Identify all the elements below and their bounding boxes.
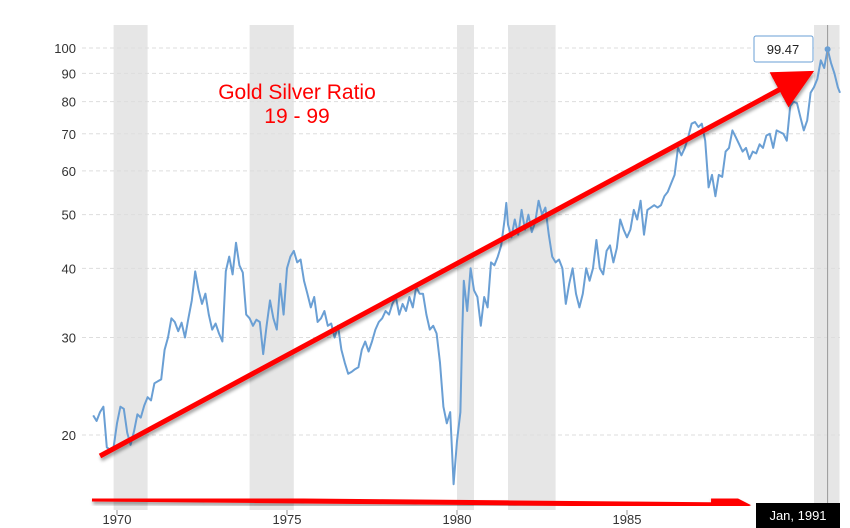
annotation-title-line2: 19 - 99 bbox=[264, 105, 329, 128]
x-tick-label: 1980 bbox=[443, 512, 472, 527]
y-tick-label: 20 bbox=[62, 428, 76, 443]
cursor-date-box bbox=[756, 503, 840, 528]
gridlines bbox=[82, 47, 840, 436]
y-tick-label: 100 bbox=[54, 41, 76, 56]
x-tick-label: 1985 bbox=[613, 512, 642, 527]
x-tick-label: 1970 bbox=[103, 512, 132, 527]
recession-band bbox=[113, 25, 148, 510]
x-axis-ticks: 1970 1975 1980 1985 bbox=[103, 510, 642, 527]
cursor-date-label: Jan, 1991 bbox=[756, 503, 840, 528]
y-tick-label: 40 bbox=[62, 261, 76, 276]
annotation-title-line1: Gold Silver Ratio bbox=[218, 81, 376, 104]
hover-point-marker bbox=[824, 46, 831, 53]
trend-arrow-horizontal bbox=[91, 484, 751, 525]
recession-band bbox=[457, 25, 474, 510]
y-tick-label: 90 bbox=[62, 66, 76, 81]
y-tick-label: 70 bbox=[62, 127, 76, 142]
tooltip-value: 99.47 bbox=[767, 42, 800, 57]
recession-band bbox=[508, 25, 556, 510]
cursor-date-text: Jan, 1991 bbox=[769, 508, 826, 523]
y-tick-label: 50 bbox=[62, 208, 76, 223]
x-tick-label: 1975 bbox=[273, 512, 302, 527]
ratio-series-line bbox=[92, 48, 841, 486]
y-tick-label: 30 bbox=[62, 331, 76, 346]
trend-arrow-diagonal bbox=[98, 70, 815, 459]
value-tooltip: 99.47 bbox=[753, 35, 814, 63]
y-axis-ticks: 20 30 40 50 60 70 80 90 100 bbox=[54, 41, 76, 443]
tooltip-box bbox=[753, 35, 814, 63]
recession-band bbox=[814, 25, 840, 510]
y-tick-label: 80 bbox=[62, 95, 76, 110]
y-tick-label: 60 bbox=[62, 164, 76, 179]
